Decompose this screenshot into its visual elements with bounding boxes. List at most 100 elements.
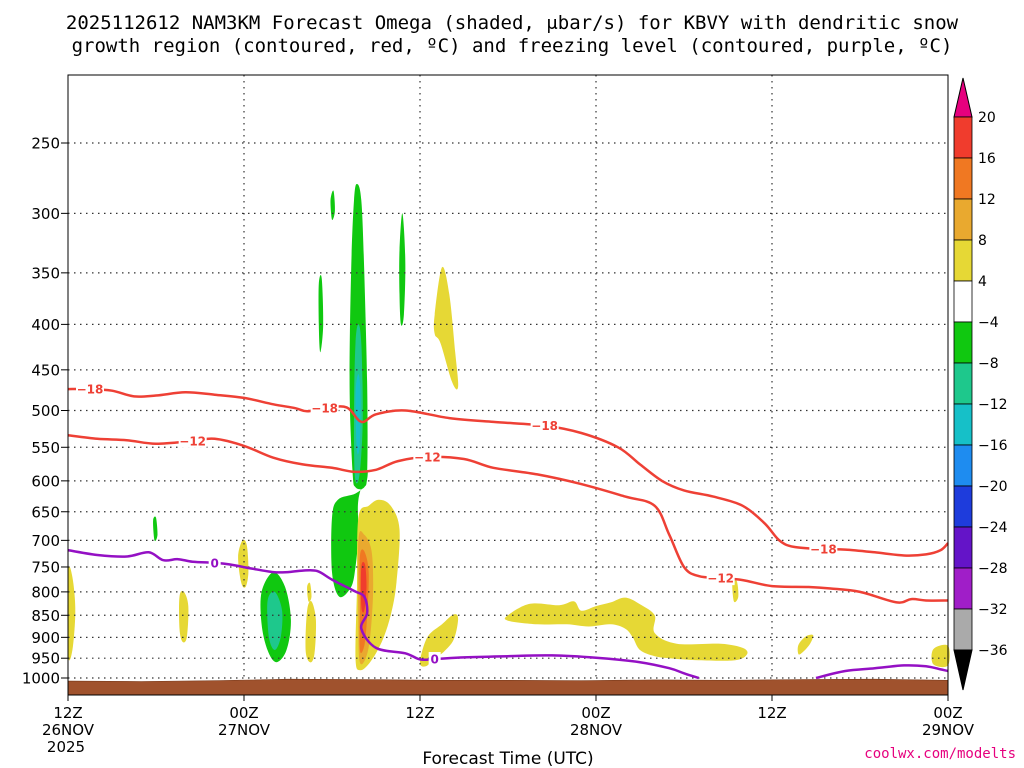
freezing-level-contour-2 [815, 664, 949, 680]
y-tick-label-800: 800 [31, 583, 60, 601]
colorbar-label-9: −20 [978, 479, 1008, 495]
dgz-minus18-contour-label-bg-0 [76, 382, 104, 397]
terrain-fill [67, 678, 949, 696]
colorbar-label-3: 8 [978, 233, 987, 249]
dgz-minus12-contour-label-2: −12 [707, 572, 734, 586]
omega-region-upward-motion-column-low [331, 470, 368, 598]
freezing-level-contour-label-1: 0 [430, 653, 438, 667]
freezing-level-contour-label-bg-1 [428, 652, 441, 667]
dgz-minus18-contour-label-2: −18 [531, 419, 558, 433]
dgz-minus12-contour-label-bg-1 [413, 449, 442, 464]
x-tick-label-36-0: 00Z [581, 704, 610, 722]
y-tick-label-750: 750 [31, 558, 60, 576]
colorbar-bin-4-8 [953, 239, 973, 282]
colorbar-label-0: 20 [978, 110, 996, 126]
x-tick-label-12-0: 00Z [229, 704, 258, 722]
freezing-level-contour-label-0: 0 [210, 556, 218, 570]
dgz-minus18-contour-label-bg-1 [310, 401, 339, 416]
dgz-minus18-contour-label-1: −18 [311, 402, 338, 416]
omega-region-sinking-7 [305, 601, 317, 663]
x-tick-label-60-1: 29NOV [922, 721, 975, 739]
y-tick-label-450: 450 [31, 361, 60, 379]
omega-colorbar: 20 16 12 8 4 −4 −8 −12 −16 −20 −24 −28 −32 −36 [953, 77, 1008, 691]
colorbar-bin-12-16 [953, 157, 973, 200]
colorbar-label-6: −8 [978, 356, 999, 372]
freezing-level-contour-label-bg-0 [208, 555, 221, 570]
dgz-minus18-contour-label-bg-3 [809, 542, 838, 557]
x-tick-label-24-0: 12Z [405, 704, 434, 722]
colorbar-bin--8--4 [953, 321, 973, 364]
plot-frame [67, 74, 949, 696]
colorbar-bin--20--16 [953, 444, 973, 487]
x-axis-title: Forecast Time (UTC) [422, 749, 593, 768]
omega-region-sinking-6 [179, 591, 189, 643]
colorbar-bin-16-20 [953, 116, 973, 159]
dgz-minus18-contour-label-bg-2 [530, 418, 559, 433]
y-tick-label-500: 500 [31, 402, 60, 420]
colorbar-label-7: −12 [978, 397, 1008, 413]
colorbar-label-8: −16 [978, 438, 1008, 454]
chart-title-line1: 2025112612 NAM3KM Forecast Omega (shaded… [66, 12, 959, 34]
colorbar-bin--24--20 [953, 485, 973, 528]
y-tick-label-550: 550 [31, 439, 60, 457]
x-tick-label-36-1: 28NOV [570, 721, 623, 739]
contour-layer: −18 −18 −18 −18 −12 −12 −12 0 0 [67, 382, 949, 680]
dgz-minus12-contour-label-1: −12 [414, 450, 441, 464]
x-tick-label-0-0: 12Z [53, 704, 82, 722]
dgz-minus12-contour [67, 433, 949, 604]
dgz-minus12-contour-label-bg-0 [178, 433, 207, 448]
colorbar-bin--4-4 [953, 280, 973, 323]
y-tick-label-950: 950 [31, 650, 60, 668]
colorbar-label-13: −36 [978, 643, 1008, 659]
plot-background [68, 75, 948, 695]
dgz-minus18-contour-label-3: −18 [810, 543, 837, 557]
credit-text: coolwx.com/modelts [864, 746, 1016, 762]
y-tick-label-300: 300 [31, 205, 60, 223]
dgz-minus12-contour-label-0: −12 [179, 434, 206, 448]
freezing-level-contour [67, 548, 700, 680]
y-tick-label-350: 350 [31, 264, 60, 282]
omega-region-upward-motion-col-4 [330, 190, 335, 221]
colorbar-label-10: −24 [978, 520, 1008, 536]
colorbar-bin-8-12 [953, 198, 973, 241]
colorbar-label-1: 16 [978, 151, 996, 167]
colorbar-bin--36--32 [953, 608, 973, 651]
terrain-layer [67, 678, 949, 696]
colorbar-label-2: 12 [978, 192, 996, 208]
colorbar-bottom-arrow [953, 649, 973, 691]
y-tick-label-1000: 1000 [22, 670, 60, 688]
omega-region-upward-motion-small [153, 516, 158, 542]
omega-region-sinking-5 [238, 539, 249, 588]
x-tick-label-12-1: 27NOV [218, 721, 271, 739]
colorbar-bin--32--28 [953, 567, 973, 610]
y-tick-label-400: 400 [31, 316, 60, 334]
colorbar-top-arrow [953, 77, 973, 118]
colorbar-bin--28--24 [953, 526, 973, 569]
dgz-minus18-contour-label-0: −18 [77, 383, 104, 397]
plot-area: −18 −18 −18 −18 −12 −12 −12 0 0 [67, 74, 950, 696]
colorbar-label-4: 4 [978, 274, 987, 290]
gridlines [68, 75, 948, 695]
dgz-minus12-contour-label-bg-2 [706, 571, 735, 586]
y-tick-label-650: 650 [31, 503, 60, 521]
omega-region-sinking-10 [797, 634, 814, 655]
y-tick-label-250: 250 [31, 135, 60, 153]
x-tick-label-48-0: 12Z [757, 704, 786, 722]
y-tick-label-850: 850 [31, 607, 60, 625]
x-tick-label-0-2: 2025 [47, 738, 85, 756]
chart-title-line2: growth region (contoured, red, ºC) and f… [72, 35, 953, 57]
x-tick-label-0-1: 26NOV [42, 721, 95, 739]
y-tick-label-600: 600 [31, 472, 60, 490]
colorbar-bin--16--12 [953, 403, 973, 446]
y-axis: 250 300 350 400 450 500 550 600 650 700 750 800 850 9… [22, 135, 68, 688]
y-tick-label-900: 900 [31, 629, 60, 647]
colorbar-label-12: −32 [978, 602, 1008, 618]
omega-region-upward-motion-low-1-core [267, 591, 283, 650]
y-tick-label-700: 700 [31, 532, 60, 550]
colorbar-label-11: −28 [978, 561, 1008, 577]
omega-region-sinking-11 [931, 644, 950, 668]
x-tick-label-60-0: 00Z [933, 704, 962, 722]
colorbar-label-5: −4 [978, 315, 999, 331]
